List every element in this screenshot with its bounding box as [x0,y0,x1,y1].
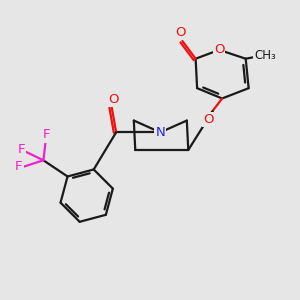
Text: O: O [214,44,224,56]
Text: N: N [155,126,165,139]
Text: O: O [108,93,119,106]
Text: O: O [176,26,186,39]
Text: O: O [203,112,214,126]
Text: F: F [15,160,23,173]
Text: F: F [18,142,26,156]
Text: CH₃: CH₃ [254,49,276,62]
Text: F: F [43,128,50,142]
